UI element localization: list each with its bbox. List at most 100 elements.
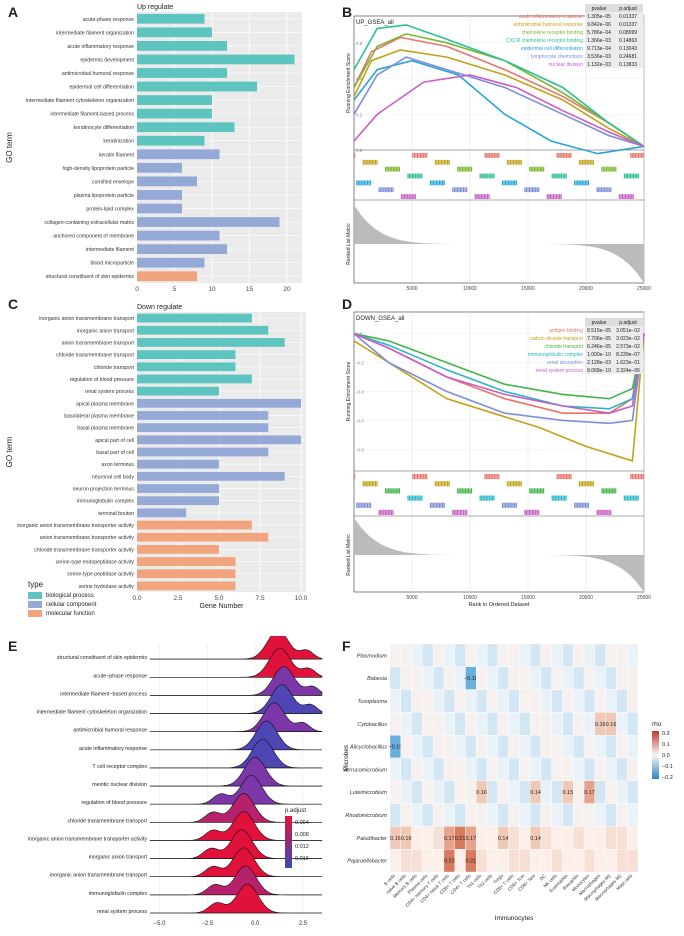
y-tick-label: high-density lipoprotein particle <box>62 166 134 172</box>
hit-tick <box>461 509 463 515</box>
heatmap-cell <box>497 734 509 759</box>
y-tick-label: acute inflammatory response <box>67 44 134 50</box>
hit-tick <box>390 509 393 515</box>
hit-tick <box>509 180 511 186</box>
heatmap-cell <box>476 689 488 713</box>
y-tick-label: renal system process <box>97 909 147 915</box>
hit-tick <box>607 166 609 172</box>
heatmap-cell <box>411 666 423 690</box>
hit-tick <box>506 502 508 508</box>
hit-tick <box>482 495 484 501</box>
heatmap-cell <box>465 803 477 827</box>
hit-tick <box>634 153 637 158</box>
hit-tick <box>531 187 534 193</box>
bar <box>137 471 285 481</box>
y-tick-label: chloride transport <box>94 365 135 371</box>
heatmap-cell <box>529 848 542 873</box>
hit-tick <box>519 159 521 165</box>
hit-tick <box>543 488 545 494</box>
y-tick-label: basal plasma membrane <box>77 426 134 432</box>
hit-tick <box>496 153 498 158</box>
y-tick-label: -0.4 <box>356 390 364 395</box>
legend-colorbar <box>652 731 659 779</box>
heatmap-cell-label: 0.14 <box>530 790 541 796</box>
heatmap-cell-label: 0.14 <box>498 836 509 842</box>
heatmap-cell-label: 0.16 <box>390 836 401 842</box>
legend-item-cc: cellular component <box>28 600 96 609</box>
hit-tick <box>413 474 416 480</box>
legend-tick: −0.1 <box>662 764 673 770</box>
hit-tick <box>591 159 593 165</box>
y-tick-label: serine-type peptidase activity <box>67 572 134 578</box>
hit-tick <box>623 194 625 199</box>
hit-tick <box>370 159 372 165</box>
heatmap-cell <box>465 643 477 667</box>
hit-tick <box>485 474 488 480</box>
hit-tick <box>561 474 563 480</box>
hit-tick <box>364 159 366 165</box>
hit-tick <box>515 502 517 508</box>
heatmap-cell <box>465 734 477 759</box>
hit-tick <box>539 166 542 172</box>
hit-tick <box>455 509 457 515</box>
hit-tick <box>487 495 489 501</box>
hit-tick <box>362 502 364 508</box>
y-axis-title-bottom: Ranked List Metric <box>346 534 352 576</box>
hit-tick <box>541 488 543 494</box>
hit-tick <box>482 194 484 199</box>
heatmap-cell <box>540 803 552 827</box>
hit-tick <box>605 187 607 193</box>
hit-tick <box>490 474 492 480</box>
hit-tick <box>365 502 367 508</box>
hit-tick <box>437 180 439 186</box>
hit-tick <box>359 502 361 508</box>
table-series-name: antigen binding <box>549 328 583 334</box>
heatmap-cell <box>389 689 401 713</box>
hit-tick <box>613 166 615 172</box>
heatmap-cell <box>616 780 628 804</box>
hit-tick <box>512 481 515 487</box>
hit-tick <box>637 474 640 480</box>
table-pvalue: 5.786e−04 <box>587 30 611 36</box>
hit-tick <box>607 488 609 494</box>
y-tick-label: keratin filament <box>99 152 135 158</box>
hit-tick <box>412 495 414 501</box>
hit-tick <box>530 166 532 172</box>
bar <box>137 398 302 408</box>
y-tick-label: structural constituent of skin epidermis <box>46 274 135 280</box>
hit-tick <box>493 153 495 158</box>
hit-tick <box>458 166 460 172</box>
heatmap-cell-label: −0.15 <box>388 745 402 751</box>
hit-tick <box>504 180 507 186</box>
hit-tick <box>549 194 551 199</box>
heatmap-cell <box>508 803 520 827</box>
hit-tick <box>536 488 539 494</box>
heatmap-cell <box>573 803 585 827</box>
hit-tick <box>413 173 415 179</box>
hit-tick <box>562 153 564 158</box>
table-pvalue: 8.515e−05 <box>587 328 611 334</box>
hit-tick <box>608 187 610 193</box>
y-tick-label: inorganic anion transport <box>89 855 148 861</box>
hit-tick <box>604 488 606 494</box>
heatmap-cell <box>519 780 531 804</box>
y-axis-title: Microbes <box>343 744 350 771</box>
table-row-bg <box>585 366 643 374</box>
hit-tick <box>564 153 566 158</box>
table-pvalue: 9.713e−04 <box>587 46 611 52</box>
hit-tick <box>429 180 432 186</box>
hit-tick <box>434 159 436 165</box>
hit-tick <box>442 180 444 186</box>
table-row-bg <box>585 350 643 358</box>
enrichment-line <box>353 49 645 148</box>
bar <box>137 520 252 530</box>
hit-tick <box>581 502 583 508</box>
heatmap-cell <box>422 848 434 873</box>
legend-swatch-bp <box>28 592 42 599</box>
hit-tick <box>405 194 407 199</box>
hit-tick <box>536 509 538 515</box>
hit-tick <box>524 187 526 193</box>
hit-tick <box>384 509 386 515</box>
hit-tick <box>636 495 638 501</box>
heatmap-cell <box>551 780 563 804</box>
